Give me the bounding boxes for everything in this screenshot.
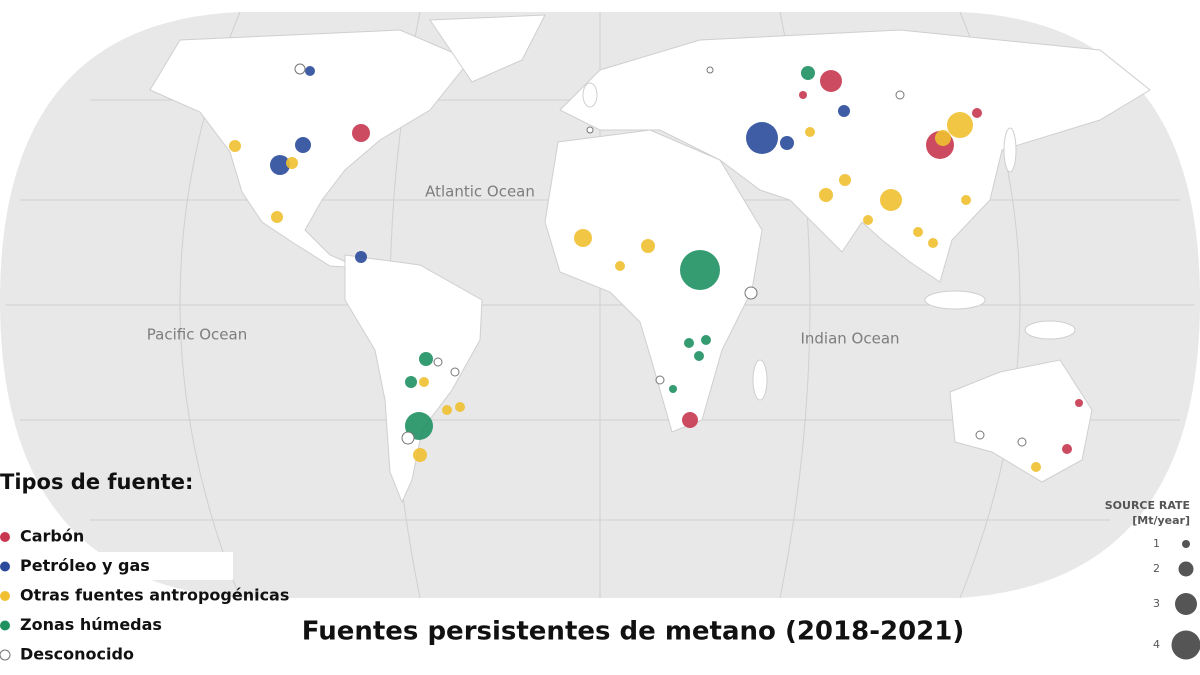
japan (1003, 127, 1017, 173)
source-marker (839, 174, 851, 186)
map-title: Fuentes persistentes de metano (2018-202… (302, 617, 965, 647)
source-marker (419, 377, 429, 387)
size-legend-circle (1178, 561, 1194, 577)
source-marker (694, 351, 704, 361)
source-marker (935, 130, 951, 146)
source-marker (928, 238, 938, 248)
source-marker (1017, 437, 1027, 447)
source-marker (1031, 462, 1041, 472)
legend-background (0, 552, 233, 580)
source-marker (270, 155, 290, 175)
size-legend-circle (1171, 630, 1200, 660)
madagascar (752, 359, 768, 401)
source-marker (684, 338, 694, 348)
source-marker (655, 375, 665, 385)
legend-label: Petróleo y gas (20, 556, 150, 575)
source-marker (669, 385, 677, 393)
legend-swatch (0, 649, 11, 661)
size-legend-label: 2 (1153, 562, 1160, 575)
source-marker (433, 357, 443, 367)
source-marker (305, 66, 315, 76)
source-marker (355, 251, 367, 263)
source-marker (819, 188, 833, 202)
legend-label: Otras fuentes antropogénicas (20, 586, 289, 605)
legend-label: Desconocido (20, 645, 134, 664)
source-marker (820, 70, 842, 92)
uk (582, 82, 598, 108)
source-marker (295, 137, 311, 153)
size-legend: 1 2 3 4 (1153, 537, 1200, 660)
source-marker (701, 335, 711, 345)
legend-swatch (0, 620, 10, 631)
source-marker (419, 352, 433, 366)
source-marker (413, 448, 427, 462)
source-marker (744, 286, 758, 300)
source-marker (229, 140, 241, 152)
australia (949, 359, 1093, 483)
size-legend-label: 4 (1153, 638, 1160, 651)
source-marker (401, 431, 415, 445)
size-legend-circle (1175, 593, 1197, 615)
size-legend-title: SOURCE RATE (1105, 499, 1190, 512)
ocean-label: Atlantic Ocean (425, 183, 535, 201)
legend-label: Carbón (20, 527, 84, 546)
source-marker (455, 402, 465, 412)
source-marker (1075, 399, 1083, 407)
land (149, 14, 1151, 504)
source-marker (895, 90, 905, 100)
source-marker (442, 405, 452, 415)
source-marker (352, 124, 370, 142)
size-legend-label: 1 (1153, 537, 1160, 550)
legend-swatch (0, 561, 10, 572)
source-marker (450, 367, 460, 377)
size-legend-unit: [Mt/year] (1132, 514, 1190, 527)
source-marker (838, 105, 850, 117)
ocean-label: Pacific Ocean (147, 326, 247, 344)
source-marker (641, 239, 655, 253)
source-marker (706, 66, 714, 74)
legend: Carbón Petróleo y gas Otras fuentes antrop… (0, 527, 289, 664)
source-marker (286, 157, 298, 169)
source-marker (801, 66, 815, 80)
legend-swatch (0, 532, 10, 542)
indonesia (924, 290, 986, 310)
legend-label: Zonas húmedas (20, 615, 162, 634)
source-marker (586, 126, 594, 134)
source-marker (615, 261, 625, 271)
source-markers (229, 63, 1083, 472)
legend-swatch (0, 591, 10, 601)
new-guinea (1024, 320, 1076, 340)
ocean-label: Indian Ocean (800, 330, 899, 348)
source-marker (975, 430, 985, 440)
source-marker (271, 211, 283, 223)
source-marker (574, 229, 592, 247)
legend-title: Tipos de fuente: (0, 470, 193, 494)
source-marker (680, 250, 720, 290)
source-marker (863, 215, 873, 225)
source-marker (805, 127, 815, 137)
source-marker (746, 122, 778, 154)
source-marker (405, 376, 417, 388)
source-marker (780, 136, 794, 150)
source-marker (1062, 444, 1072, 454)
source-marker (799, 91, 807, 99)
source-marker (947, 112, 973, 138)
source-marker (294, 63, 306, 75)
source-marker (682, 412, 698, 428)
source-marker (913, 227, 923, 237)
eurasia (559, 29, 1151, 283)
source-marker (972, 108, 982, 118)
source-marker (880, 189, 902, 211)
size-legend-label: 3 (1153, 597, 1160, 610)
source-marker (961, 195, 971, 205)
size-legend-circle (1182, 540, 1190, 548)
greenland (429, 14, 546, 83)
